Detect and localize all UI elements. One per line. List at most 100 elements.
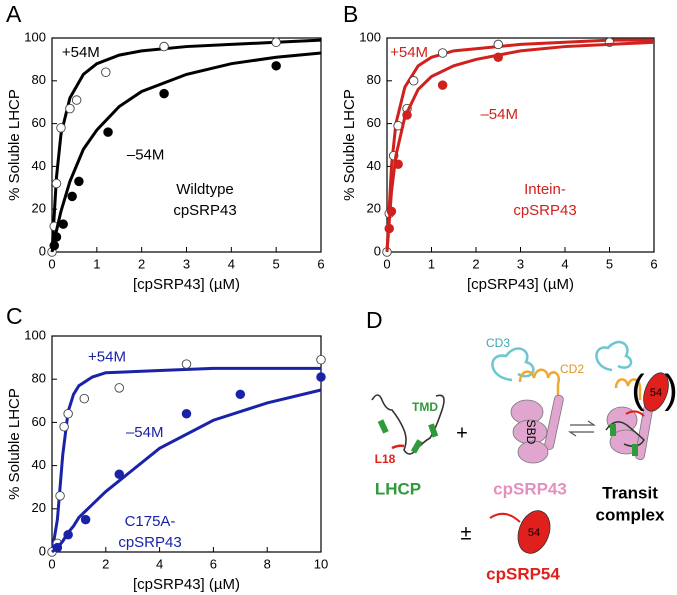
data-point	[402, 110, 412, 120]
fit-curve	[385, 40, 655, 253]
data-point	[80, 514, 91, 525]
y-tick-label: 0	[39, 243, 46, 258]
open-paren: (	[631, 368, 645, 412]
data-point	[103, 127, 113, 137]
data-point	[51, 232, 62, 242]
x-tick-label: 6	[317, 256, 324, 271]
y-tick-label: 60	[32, 115, 46, 130]
y-tick-label: 20	[32, 500, 46, 515]
equilibrium-arrow	[568, 420, 596, 437]
x-tick-label: 2	[472, 256, 479, 271]
x-tick-label: 0	[48, 556, 55, 571]
cd3-domain	[595, 340, 633, 372]
y-axis-label: % Soluble LHCP	[6, 388, 23, 500]
panel-letter: B	[343, 1, 358, 27]
data-point	[52, 542, 63, 553]
annotation: Intein-	[524, 181, 566, 198]
cpsrp43-label: cpSRP43	[493, 479, 567, 498]
data-point	[408, 76, 419, 86]
y-tick-label: 0	[374, 243, 381, 258]
data-point	[493, 52, 504, 63]
x-tick-label: 3	[183, 256, 190, 271]
x-tick-label: 8	[264, 556, 271, 571]
data-point	[114, 469, 124, 479]
fit-curve	[50, 366, 321, 553]
y-tick-label: 0	[39, 543, 46, 558]
panel-letter: D	[366, 307, 383, 333]
y-axis-label: % Soluble LHCP	[6, 89, 23, 201]
series-label: –54M	[480, 106, 518, 123]
cd2-domain	[518, 368, 561, 398]
fit-curve	[385, 38, 654, 253]
cpsrp54-tail	[489, 512, 521, 523]
tmd-helix	[410, 439, 423, 454]
data-point	[316, 372, 326, 382]
x-tick-label: 4	[228, 256, 235, 271]
series-label: +54M	[62, 44, 100, 61]
data-point	[71, 95, 82, 105]
cpsrp54-number: 54	[528, 527, 540, 539]
y-tick-label: 60	[367, 115, 381, 130]
data-point	[65, 103, 75, 114]
y-tick-label: 80	[32, 371, 46, 386]
cpsrp54-number: 54	[650, 387, 662, 399]
cd2-label: CD2	[560, 362, 584, 376]
lhcp-label: LHCP	[375, 479, 421, 498]
annotation: cpSRP43	[513, 202, 576, 219]
x-tick-label: 6	[210, 556, 217, 571]
annotation: cpSRP43	[173, 202, 236, 219]
y-tick-label: 40	[32, 457, 46, 472]
x-tick-label: 0	[383, 256, 390, 271]
series-label: –54M	[126, 424, 164, 441]
tmd-helix	[610, 424, 616, 436]
data-point	[437, 48, 448, 58]
x-tick-label: 5	[273, 256, 280, 271]
data-point	[63, 409, 73, 419]
data-point	[271, 37, 281, 48]
data-point	[56, 123, 66, 133]
y-tick-label: 80	[32, 72, 46, 87]
panel-letter: C	[6, 303, 23, 329]
data-point	[79, 393, 90, 404]
data-point	[58, 219, 68, 229]
lhcp-chain	[371, 394, 445, 455]
x-tick-label: 3	[517, 256, 524, 271]
x-tick-label: 6	[650, 256, 657, 271]
l18-loop	[391, 444, 405, 450]
y-tick-label: 100	[359, 29, 381, 44]
complex-label: complex	[596, 505, 666, 524]
y-tick-label: 20	[32, 201, 46, 216]
tmd-label: TMD	[412, 400, 438, 414]
x-tick-label: 1	[428, 256, 435, 271]
data-point	[49, 240, 59, 251]
l18-label: L18	[375, 452, 396, 466]
data-point	[114, 383, 124, 393]
data-point	[316, 355, 326, 365]
annotation: C175A-	[125, 513, 176, 530]
data-point	[493, 39, 504, 50]
cpsrp54-body	[643, 372, 669, 412]
data-point	[159, 88, 169, 99]
tmd-helix	[377, 419, 389, 434]
cpsrp54-body	[517, 510, 551, 554]
data-point	[235, 389, 246, 400]
plot-frame	[386, 37, 655, 253]
cd3-label: CD3	[486, 336, 510, 350]
fit-curve	[50, 51, 322, 253]
plot-frame	[51, 37, 322, 253]
data-point	[74, 176, 84, 187]
x-tick-label: 2	[138, 256, 145, 271]
data-point	[181, 359, 192, 369]
x-tick-label: 0	[48, 256, 55, 271]
data-point	[181, 409, 192, 419]
annotation: Wildtype	[176, 181, 234, 198]
x-tick-label: 10	[314, 556, 328, 571]
data-point	[55, 491, 65, 501]
transit-label: Transit	[602, 483, 658, 502]
data-point	[393, 159, 403, 170]
y-tick-label: 100	[24, 327, 46, 342]
plot-frame	[51, 335, 322, 553]
data-point	[437, 80, 448, 90]
